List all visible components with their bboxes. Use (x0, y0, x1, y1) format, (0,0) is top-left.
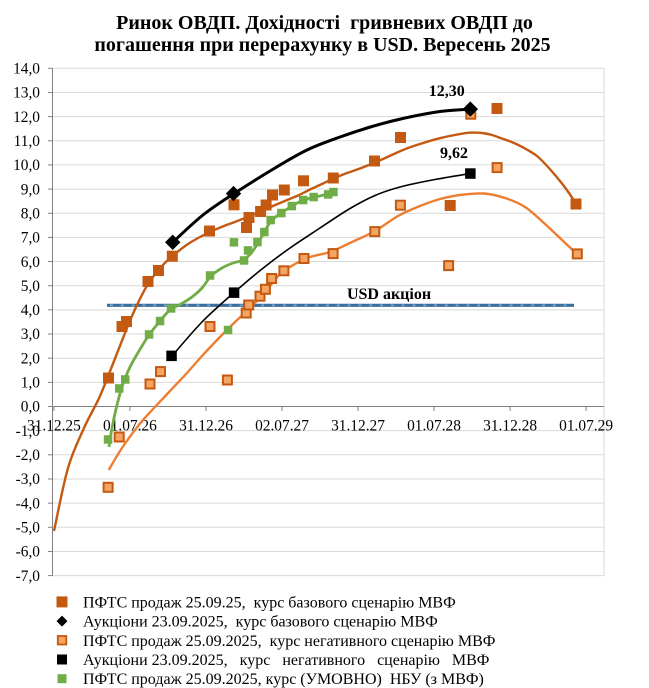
svg-text:01.07.28: 01.07.28 (407, 418, 461, 435)
svg-text:02.07.27: 02.07.27 (255, 418, 309, 435)
svg-text:12,30: 12,30 (429, 83, 465, 100)
svg-text:-3,0: -3,0 (16, 471, 41, 488)
svg-text:31.12.28: 31.12.28 (483, 418, 537, 435)
svg-text:ПФТС продаж 25.09.2025, курс (: ПФТС продаж 25.09.2025, курс (УМОВНО) НБ… (83, 671, 484, 688)
svg-text:01.07.29: 01.07.29 (559, 418, 613, 435)
svg-text:9,0: 9,0 (21, 181, 41, 198)
svg-text:4,0: 4,0 (21, 302, 41, 319)
svg-text:31.12.27: 31.12.27 (331, 418, 385, 435)
svg-text:01.07.26: 01.07.26 (103, 418, 157, 435)
svg-text:3,0: 3,0 (21, 326, 41, 343)
svg-text:ПФТС продаж 25.09.25, курс ба: ПФТС продаж 25.09.25, курс базового сцен… (83, 594, 456, 611)
svg-text:7,0: 7,0 (21, 230, 41, 247)
svg-text:0,0: 0,0 (21, 399, 41, 416)
svg-text:-4,0: -4,0 (16, 495, 41, 512)
svg-text:31.12.25: 31.12.25 (27, 418, 81, 435)
svg-text:погашення при перерахунку в US: погашення при перерахунку в USD. Вересен… (94, 34, 550, 56)
svg-text:9,62: 9,62 (440, 145, 468, 162)
svg-text:-5,0: -5,0 (16, 520, 41, 537)
svg-text:Аукціони 23.09.2025, курс: Аукціони 23.09.2025, курс негативного сц… (83, 652, 489, 669)
svg-text:6,0: 6,0 (21, 254, 41, 271)
svg-text:14,0: 14,0 (13, 61, 40, 78)
svg-text:USD акціон: USD акціон (347, 286, 431, 303)
svg-text:5,0: 5,0 (21, 278, 41, 295)
svg-text:31.12.26: 31.12.26 (179, 418, 233, 435)
svg-text:Аукціони 23.09.2025, курс баз: Аукціони 23.09.2025, курс базового сцена… (83, 614, 438, 631)
svg-text:11,0: 11,0 (14, 133, 41, 150)
svg-text:-7,0: -7,0 (16, 568, 41, 585)
svg-text:-2,0: -2,0 (16, 447, 41, 464)
svg-text:-1,0: -1,0 (16, 423, 41, 440)
svg-text:Ринок ОВДП. Дохідності гривне: Ринок ОВДП. Дохідності гривневих ОВДП до (116, 12, 533, 34)
svg-text:-6,0: -6,0 (16, 544, 41, 561)
svg-text:ПФТС продаж 25.09.2025, курс: ПФТС продаж 25.09.2025, курс негативного… (83, 633, 495, 650)
svg-text:2,0: 2,0 (21, 350, 41, 367)
svg-text:10,0: 10,0 (13, 157, 40, 174)
svg-text:1,0: 1,0 (21, 375, 41, 392)
svg-text:8,0: 8,0 (21, 205, 41, 222)
svg-text:12,0: 12,0 (13, 109, 40, 126)
svg-text:13,0: 13,0 (13, 85, 40, 102)
